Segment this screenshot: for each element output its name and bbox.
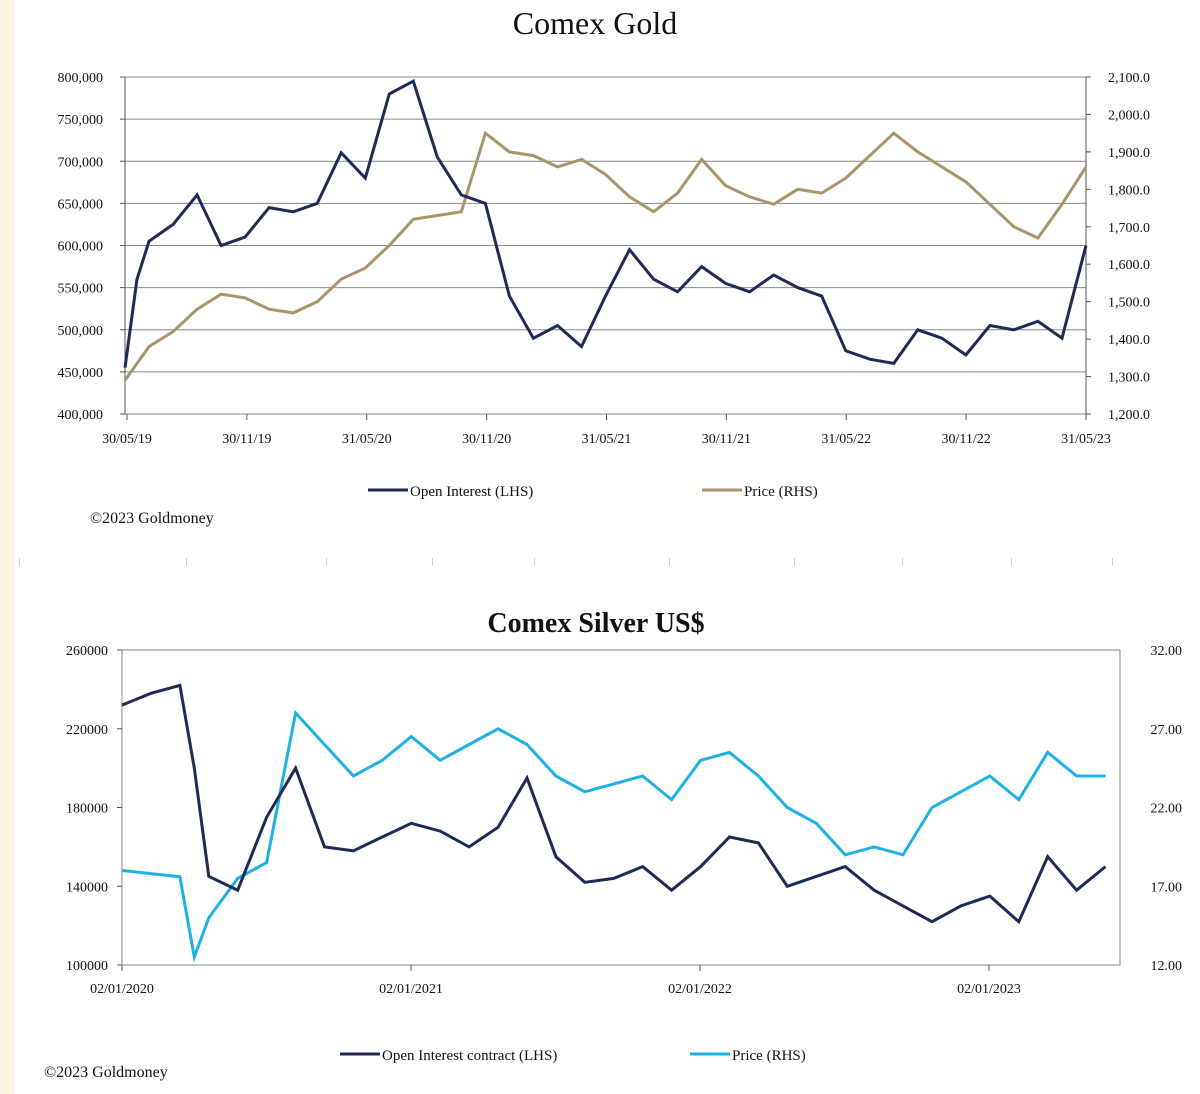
silver-right-tick-label: 32.00 [1151, 644, 1183, 659]
silver-chart-title: Comex Silver US$ [487, 608, 704, 639]
gold-left-tick-label: 700,000 [58, 155, 104, 170]
silver-left-tick-label: 140000 [66, 880, 108, 895]
gold-right-tick-label: 1,300.0 [1108, 371, 1150, 386]
gold-x-tick-label: 31/05/21 [582, 432, 632, 447]
silver-left-tick-label: 100000 [66, 959, 108, 974]
gold-right-tick-label: 1,200.0 [1108, 408, 1150, 423]
gold-price-series [123, 130, 1088, 382]
gold-copyright: ©2023 Goldmoney [90, 510, 214, 527]
silver-right-tick-label: 17.00 [1151, 880, 1183, 895]
gold-left-tick-label: 550,000 [58, 282, 104, 297]
silver-left-tick-label: 220000 [66, 723, 108, 738]
gold-x-tick-label: 30/11/21 [702, 432, 751, 447]
silver-legend-oi-label: Open Interest contract (LHS) [382, 1048, 557, 1064]
gold-left-tick-label: 450,000 [58, 366, 104, 381]
silver-x-tick-label: 02/01/2023 [957, 982, 1021, 997]
silver-left-tick-label: 260000 [66, 644, 108, 659]
gold-legend-price-label: Price (RHS) [744, 484, 818, 500]
gold-x-tick-label: 31/05/20 [342, 432, 392, 447]
gold-right-tick-label: 1,400.0 [1108, 333, 1150, 348]
gold-x-tick-label: 30/11/22 [941, 432, 990, 447]
silver-x-tick-label: 02/01/2022 [668, 982, 732, 997]
gold-legend-oi-label: Open Interest (LHS) [410, 484, 533, 500]
silver-legend-price-label: Price (RHS) [732, 1048, 806, 1064]
gold-left-tick-label: 400,000 [58, 408, 104, 423]
gold-x-tick-label: 30/05/19 [102, 432, 152, 447]
silver-price-series [121, 709, 1106, 963]
silver-x-tick-label: 02/01/2021 [379, 982, 443, 997]
silver-right-tick-label: 22.00 [1151, 802, 1183, 817]
gold-x-tick-label: 31/05/22 [821, 432, 871, 447]
silver-right-tick-label: 27.00 [1151, 723, 1183, 738]
gold-chart: Comex Gold 800,000 750,000 700,000 650,000 6… [58, 5, 1151, 527]
gold-right-tick-label: 2,000.0 [1108, 108, 1150, 123]
page-side-band [0, 0, 14, 1094]
silver-x-tick-label: 02/01/2020 [90, 982, 154, 997]
silver-chart: Comex Silver US$ 260000 220000 180000 14000… [44, 608, 1183, 1081]
gold-left-tick-label: 650,000 [58, 197, 104, 212]
gold-open-interest-series [123, 79, 1088, 368]
gold-left-tick-label: 600,000 [58, 240, 104, 255]
gold-right-tick-label: 1,900.0 [1108, 146, 1150, 161]
gold-right-tick-label: 1,700.0 [1108, 221, 1150, 236]
gold-left-tick-label: 750,000 [58, 113, 104, 128]
gold-x-tick-label: 30/11/20 [462, 432, 511, 447]
gold-right-tick-label: 1,500.0 [1108, 296, 1150, 311]
silver-legend: Open Interest contract (LHS) Price (RHS) [340, 1048, 806, 1064]
silver-open-interest-series [121, 683, 1107, 925]
gold-right-tick-label: 2,100.0 [1108, 71, 1150, 86]
gold-left-tick-label: 800,000 [58, 71, 104, 86]
gold-x-tick-label: 31/05/23 [1061, 432, 1111, 447]
silver-left-tick-label: 180000 [66, 802, 108, 817]
silver-right-tick-label: 12.00 [1151, 959, 1183, 974]
gold-legend: Open Interest (LHS) Price (RHS) [368, 484, 818, 500]
gold-right-tick-label: 1,800.0 [1108, 183, 1150, 198]
silver-copyright: ©2023 Goldmoney [44, 1064, 168, 1081]
gold-chart-title: Comex Gold [513, 5, 677, 41]
gold-right-tick-label: 1,600.0 [1108, 258, 1150, 273]
gold-x-tick-label: 30/11/19 [222, 432, 271, 447]
gold-left-tick-label: 500,000 [58, 324, 104, 339]
section-separator [14, 548, 1200, 566]
